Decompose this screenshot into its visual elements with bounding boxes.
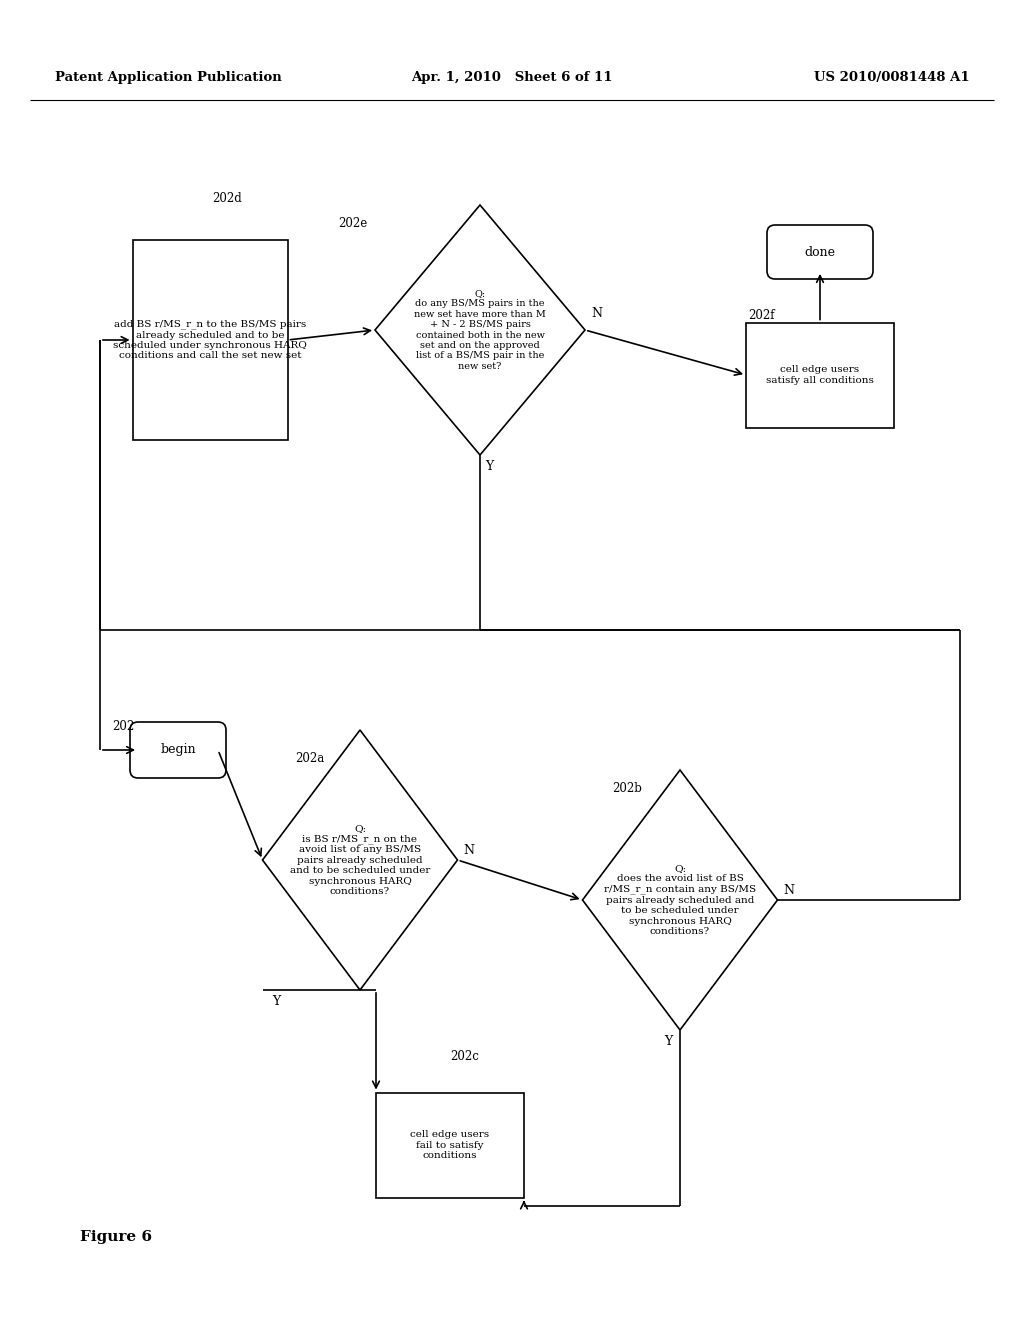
Text: Q:
do any BS/MS pairs in the
new set have more than M
+ N - 2 BS/MS pairs
contai: Q: do any BS/MS pairs in the new set hav… — [414, 289, 546, 371]
Text: 202d: 202d — [212, 191, 242, 205]
Text: 202c: 202c — [450, 1049, 479, 1063]
Text: cell edge users
fail to satisfy
conditions: cell edge users fail to satisfy conditio… — [411, 1130, 489, 1160]
Text: 202b: 202b — [612, 781, 642, 795]
Text: Q:
is BS r/MS_r_n on the
avoid list of any BS/MS
pairs already scheduled
and to : Q: is BS r/MS_r_n on the avoid list of a… — [290, 824, 430, 896]
Text: cell edge users
satisfy all conditions: cell edge users satisfy all conditions — [766, 366, 873, 384]
Text: 202: 202 — [112, 719, 134, 733]
Text: 202e: 202e — [338, 216, 368, 230]
FancyBboxPatch shape — [767, 224, 873, 279]
Text: N: N — [591, 308, 602, 319]
Text: N: N — [783, 883, 795, 896]
Text: Patent Application Publication: Patent Application Publication — [55, 71, 282, 84]
Text: Y: Y — [272, 995, 281, 1008]
Text: Q:
does the avoid list of BS
r/MS_r_n contain any BS/MS
pairs already scheduled : Q: does the avoid list of BS r/MS_r_n co… — [604, 865, 756, 936]
Text: Y: Y — [485, 459, 494, 473]
FancyBboxPatch shape — [132, 240, 288, 440]
Polygon shape — [262, 730, 458, 990]
FancyBboxPatch shape — [376, 1093, 524, 1197]
Text: Apr. 1, 2010   Sheet 6 of 11: Apr. 1, 2010 Sheet 6 of 11 — [412, 71, 612, 84]
Text: Figure 6: Figure 6 — [80, 1230, 152, 1243]
Polygon shape — [375, 205, 585, 455]
Text: 202f: 202f — [748, 309, 774, 322]
Text: US 2010/0081448 A1: US 2010/0081448 A1 — [814, 71, 970, 84]
Polygon shape — [583, 770, 777, 1030]
FancyBboxPatch shape — [746, 322, 894, 428]
FancyBboxPatch shape — [130, 722, 226, 777]
Text: N: N — [464, 843, 474, 857]
Text: add BS r/MS_r_n to the BS/MS pairs
already scheduled and to be
scheduled under s: add BS r/MS_r_n to the BS/MS pairs alrea… — [113, 319, 307, 360]
Text: 202a: 202a — [295, 752, 325, 766]
Text: begin: begin — [160, 743, 196, 756]
Text: done: done — [805, 246, 836, 259]
Text: Y: Y — [664, 1035, 672, 1048]
